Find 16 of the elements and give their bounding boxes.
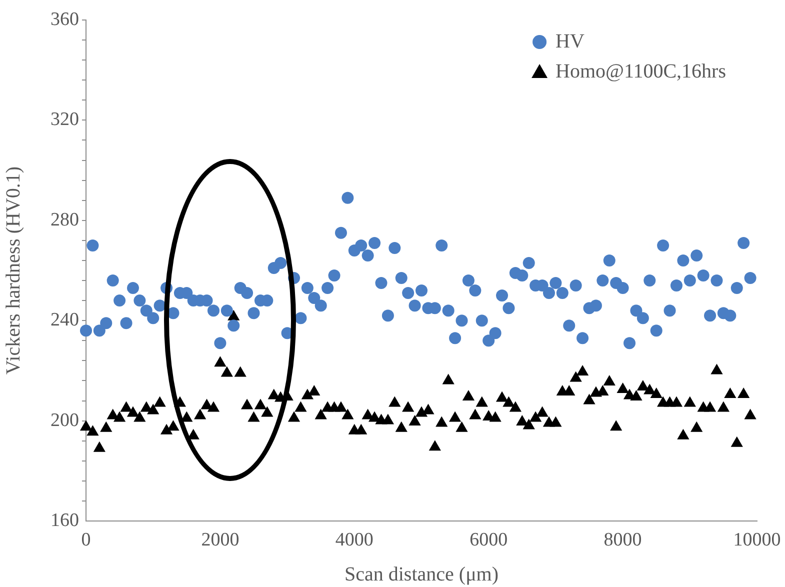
x-tick-label: 4000 [335,529,374,550]
x-axis-title: Scan distance (μm) [344,563,499,586]
y-tick-label: 200 [50,410,79,431]
x-tick-label: 8000 [604,529,642,550]
x-tick-label: 0 [81,529,91,550]
y-tick-label: 160 [50,510,79,531]
x-tick-label: 6000 [470,529,508,550]
legend-label: HV [556,30,585,52]
y-tick-label: 240 [50,310,79,331]
x-tick-label: 10000 [733,529,781,550]
y-axis-title: Vickers hardness (HV0.1) [2,166,24,375]
y-tick-label: 320 [50,109,79,130]
x-tick-label: 2000 [201,529,240,550]
y-tick-label: 360 [50,8,79,30]
y-tick-label: 280 [50,209,79,230]
legend-label: Homo@1100C,16hrs [556,60,726,82]
